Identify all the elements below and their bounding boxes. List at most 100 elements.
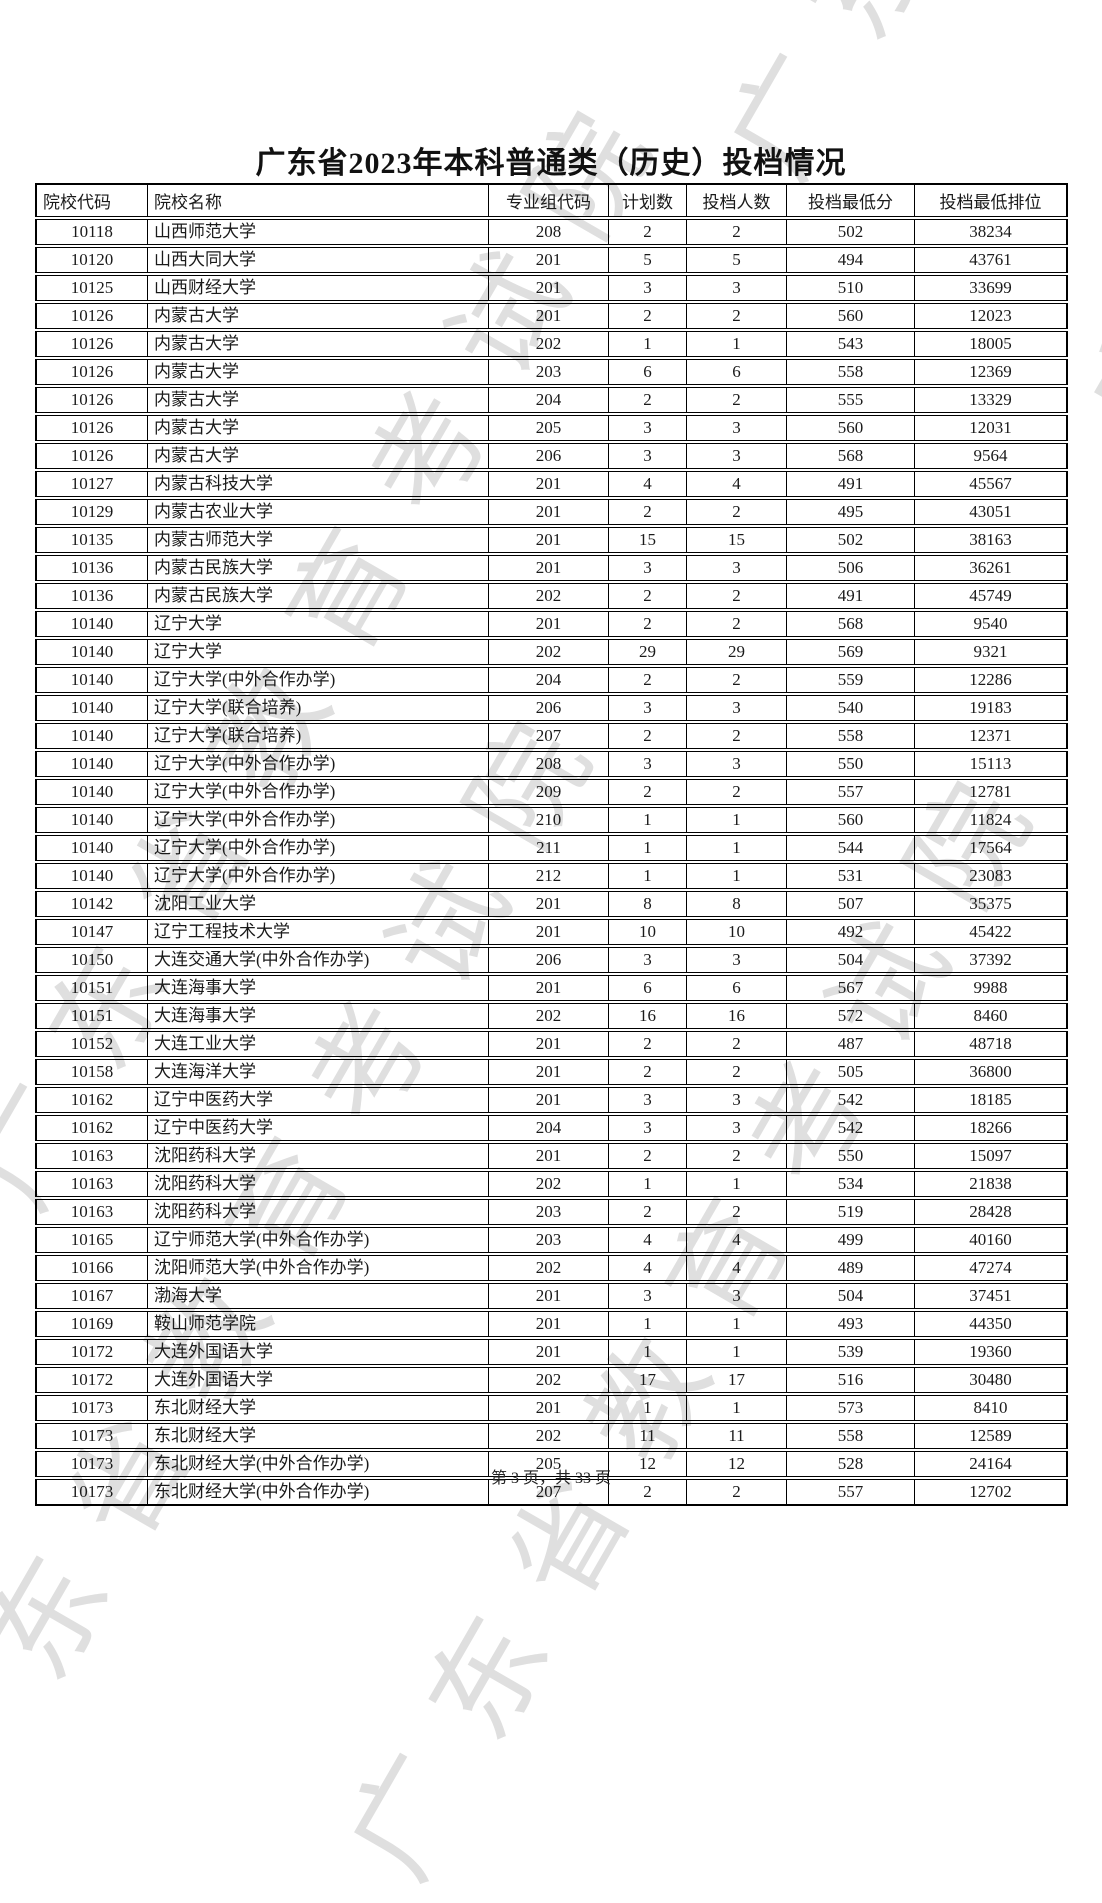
cell-filed-count: 12 xyxy=(686,1451,786,1477)
cell-institution-name: 大连海事大学 xyxy=(147,975,488,1001)
cell-min-score: 567 xyxy=(786,975,914,1001)
cell-plan-count: 4 xyxy=(608,1227,686,1253)
cell-filed-count: 2 xyxy=(686,499,786,525)
cell-min-score: 489 xyxy=(786,1255,914,1281)
cell-institution-name: 山西师范大学 xyxy=(147,219,488,245)
cell-institution-code: 10126 xyxy=(35,443,147,469)
cell-plan-count: 2 xyxy=(608,219,686,245)
cell-min-rank: 30480 xyxy=(914,1367,1068,1393)
cell-filed-count: 2 xyxy=(686,723,786,749)
admission-table: 院校代码 院校名称 专业组代码 计划数 投档人数 投档最低分 投档最低排位 10… xyxy=(35,181,1068,1508)
cell-min-rank: 18005 xyxy=(914,331,1068,357)
table-row: 10126 内蒙古大学 205 3 3 560 12031 xyxy=(35,415,1068,441)
table-row: 10163 沈阳药科大学 201 2 2 550 15097 xyxy=(35,1143,1068,1169)
table-row: 10147 辽宁工程技术大学 201 10 10 492 45422 xyxy=(35,919,1068,945)
cell-min-rank: 33699 xyxy=(914,275,1068,301)
cell-min-rank: 21838 xyxy=(914,1171,1068,1197)
cell-institution-name: 辽宁大学 xyxy=(147,611,488,637)
cell-institution-name: 辽宁大学(中外合作办学) xyxy=(147,751,488,777)
cell-min-score: 491 xyxy=(786,583,914,609)
table-row: 10162 辽宁中医药大学 204 3 3 542 18266 xyxy=(35,1115,1068,1141)
table-row: 10165 辽宁师范大学(中外合作办学) 203 4 4 499 40160 xyxy=(35,1227,1068,1253)
cell-min-rank: 23083 xyxy=(914,863,1068,889)
cell-major-group-code: 201 xyxy=(488,919,608,945)
cell-institution-code: 10173 xyxy=(35,1395,147,1421)
cell-plan-count: 1 xyxy=(608,1311,686,1337)
cell-min-score: 560 xyxy=(786,415,914,441)
table-row: 10140 辽宁大学 202 29 29 569 9321 xyxy=(35,639,1068,665)
table-row: 10152 大连工业大学 201 2 2 487 48718 xyxy=(35,1031,1068,1057)
cell-institution-code: 10140 xyxy=(35,639,147,665)
cell-institution-code: 10140 xyxy=(35,751,147,777)
cell-min-rank: 24164 xyxy=(914,1451,1068,1477)
cell-min-rank: 12369 xyxy=(914,359,1068,385)
table-row: 10140 辽宁大学(联合培养) 206 3 3 540 19183 xyxy=(35,695,1068,721)
cell-institution-name: 东北财经大学 xyxy=(147,1395,488,1421)
cell-min-rank: 44350 xyxy=(914,1311,1068,1337)
cell-min-score: 542 xyxy=(786,1087,914,1113)
cell-major-group-code: 201 xyxy=(488,1143,608,1169)
cell-min-rank: 12781 xyxy=(914,779,1068,805)
cell-min-rank: 37451 xyxy=(914,1283,1068,1309)
cell-filed-count: 3 xyxy=(686,751,786,777)
cell-min-score: 519 xyxy=(786,1199,914,1225)
cell-plan-count: 29 xyxy=(608,639,686,665)
cell-major-group-code: 204 xyxy=(488,387,608,413)
cell-institution-code: 10142 xyxy=(35,891,147,917)
cell-institution-code: 10126 xyxy=(35,415,147,441)
cell-plan-count: 3 xyxy=(608,415,686,441)
cell-institution-code: 10118 xyxy=(35,219,147,245)
cell-major-group-code: 207 xyxy=(488,1479,608,1506)
cell-filed-count: 1 xyxy=(686,863,786,889)
cell-plan-count: 2 xyxy=(608,499,686,525)
table-row: 10173 东北财经大学 201 1 1 573 8410 xyxy=(35,1395,1068,1421)
cell-plan-count: 17 xyxy=(608,1367,686,1393)
table-row: 10162 辽宁中医药大学 201 3 3 542 18185 xyxy=(35,1087,1068,1113)
cell-min-rank: 8410 xyxy=(914,1395,1068,1421)
table-row: 10129 内蒙古农业大学 201 2 2 495 43051 xyxy=(35,499,1068,525)
cell-institution-name: 大连外国语大学 xyxy=(147,1339,488,1365)
cell-plan-count: 3 xyxy=(608,1115,686,1141)
cell-min-rank: 12031 xyxy=(914,415,1068,441)
cell-major-group-code: 203 xyxy=(488,1227,608,1253)
cell-min-score: 572 xyxy=(786,1003,914,1029)
cell-major-group-code: 201 xyxy=(488,555,608,581)
cell-filed-count: 15 xyxy=(686,527,786,553)
cell-plan-count: 4 xyxy=(608,471,686,497)
cell-min-rank: 48718 xyxy=(914,1031,1068,1057)
cell-filed-count: 10 xyxy=(686,919,786,945)
table-row: 10173 东北财经大学(中外合作办学) 205 12 12 528 24164 xyxy=(35,1451,1068,1477)
cell-min-score: 569 xyxy=(786,639,914,665)
cell-institution-code: 10140 xyxy=(35,807,147,833)
cell-institution-name: 大连交通大学(中外合作办学) xyxy=(147,947,488,973)
cell-min-rank: 19360 xyxy=(914,1339,1068,1365)
cell-plan-count: 1 xyxy=(608,863,686,889)
cell-institution-name: 东北财经大学(中外合作办学) xyxy=(147,1451,488,1477)
cell-min-rank: 45749 xyxy=(914,583,1068,609)
table-row: 10163 沈阳药科大学 203 2 2 519 28428 xyxy=(35,1199,1068,1225)
table-row: 10126 内蒙古大学 204 2 2 555 13329 xyxy=(35,387,1068,413)
cell-min-score: 550 xyxy=(786,751,914,777)
cell-institution-name: 辽宁大学(联合培养) xyxy=(147,723,488,749)
cell-plan-count: 10 xyxy=(608,919,686,945)
table-row: 10135 内蒙古师范大学 201 15 15 502 38163 xyxy=(35,527,1068,553)
cell-major-group-code: 201 xyxy=(488,499,608,525)
cell-filed-count: 2 xyxy=(686,779,786,805)
cell-major-group-code: 202 xyxy=(488,1423,608,1449)
cell-institution-code: 10140 xyxy=(35,723,147,749)
cell-institution-code: 10126 xyxy=(35,387,147,413)
table-row: 10140 辽宁大学(中外合作办学) 210 1 1 560 11824 xyxy=(35,807,1068,833)
cell-institution-code: 10158 xyxy=(35,1059,147,1085)
cell-filed-count: 3 xyxy=(686,555,786,581)
cell-major-group-code: 205 xyxy=(488,415,608,441)
table-row: 10158 大连海洋大学 201 2 2 505 36800 xyxy=(35,1059,1068,1085)
cell-major-group-code: 201 xyxy=(488,1031,608,1057)
cell-institution-code: 10140 xyxy=(35,835,147,861)
cell-plan-count: 2 xyxy=(608,667,686,693)
cell-institution-code: 10120 xyxy=(35,247,147,273)
cell-filed-count: 1 xyxy=(686,807,786,833)
cell-institution-code: 10136 xyxy=(35,555,147,581)
table-row: 10172 大连外国语大学 202 17 17 516 30480 xyxy=(35,1367,1068,1393)
cell-institution-code: 10125 xyxy=(35,275,147,301)
cell-filed-count: 2 xyxy=(686,1031,786,1057)
